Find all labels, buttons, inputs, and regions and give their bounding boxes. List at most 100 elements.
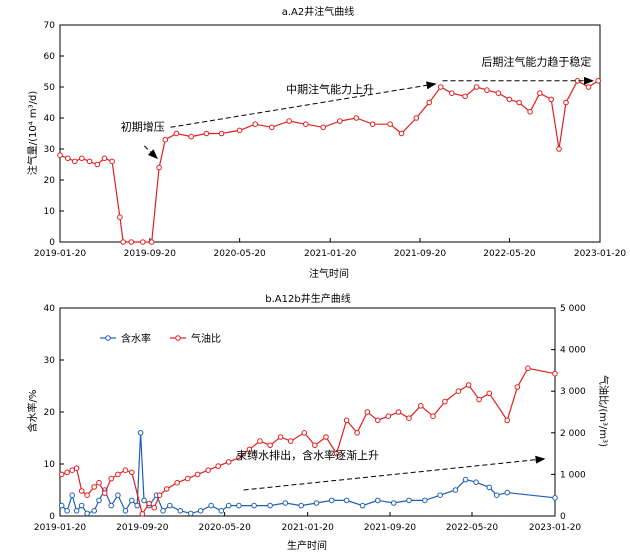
- chart-a-data-point: [595, 78, 602, 84]
- chart-a-data-point: [269, 124, 275, 131]
- chart-a-data-point: [473, 84, 480, 90]
- chart-a-x-tick-label: 2021-01-20: [304, 249, 357, 259]
- chart-a-data-point: [413, 115, 420, 121]
- chart-b-data-point: [486, 390, 493, 397]
- chart-a-data-point: [556, 146, 562, 152]
- chart-b-data-point: [343, 417, 350, 424]
- chart-a-data-point: [449, 90, 455, 96]
- chart-b-data-point: [73, 508, 80, 514]
- chart-a-y-tick-label: 30: [44, 145, 56, 155]
- chart-b-y-tick-label: 0: [49, 512, 55, 522]
- chart-a-data-point: [94, 161, 101, 168]
- chart-b-data-point: [134, 502, 140, 509]
- chart-b-data-point: [552, 495, 558, 501]
- chart-b-data-point: [486, 484, 493, 491]
- chart-a-data-point: [537, 90, 543, 96]
- chart-b-data-point: [69, 492, 75, 499]
- chart-b-y2-tick-label: 1 000: [560, 470, 586, 480]
- chart-a-data-point: [495, 90, 502, 96]
- chart-b-legend-label: 气油比: [191, 332, 221, 345]
- chart-a-data-point: [548, 96, 555, 103]
- chart-b-y2-tick-label: 4 000: [560, 346, 586, 356]
- chart-b-data-point: [406, 415, 412, 422]
- chart-a-data-point: [203, 130, 210, 137]
- chart-b-data-point: [504, 417, 511, 424]
- chart-b-data-point: [167, 502, 173, 509]
- chart-b-data-point: [390, 500, 397, 506]
- chart-b-data-point: [108, 502, 114, 509]
- chart-b-data-point: [406, 497, 412, 504]
- chart-b-data-point: [452, 487, 459, 493]
- chart-a-data-point: [156, 164, 162, 171]
- chart-b-data-point: [282, 500, 289, 506]
- chart-b-data-point: [96, 479, 102, 486]
- chart-b-data-point: [73, 465, 80, 472]
- chart-b-data-point: [91, 508, 97, 514]
- chart-a-title: a.A2井注气曲线: [282, 5, 355, 18]
- chart-a-data-point: [527, 109, 533, 115]
- chart-b-data-point: [188, 510, 194, 517]
- chart-a-data-point: [117, 214, 123, 220]
- chart-a-trend-arrow: [170, 81, 437, 128]
- chart-a-annotation: 初期增压: [121, 119, 165, 133]
- chart-b-data-point: [139, 511, 146, 517]
- chart-b-data-point: [552, 370, 558, 377]
- chart-b-legend-label: 含水率: [121, 332, 151, 345]
- chart-a-data-point: [140, 239, 146, 245]
- chart-b-data-point: [58, 502, 65, 509]
- chart-a-data-point: [484, 87, 490, 93]
- chart-b-data-point: [156, 492, 163, 499]
- chart-a-data-point: [563, 99, 569, 106]
- chart-a-data-point: [57, 152, 63, 158]
- chart-a-data-point: [337, 118, 343, 124]
- chart-a-y-tick-label: 40: [44, 114, 56, 124]
- chart-b-data-point: [137, 430, 144, 436]
- chart-b-data-point: [298, 502, 305, 509]
- chart-b-data-point: [395, 409, 402, 415]
- chart-a-data-point: [236, 127, 243, 134]
- chart-a-data-point: [86, 158, 93, 165]
- chart-b-y-tick-label: 10: [44, 460, 56, 470]
- chart-b-data-point: [514, 384, 521, 390]
- chart-b-y2-tick-label: 3 000: [560, 387, 586, 397]
- chart-b-y-axis-label: 含水率/%: [26, 390, 39, 433]
- chart-b-legend-marker: [105, 335, 111, 341]
- chart-b-data-point: [267, 502, 273, 509]
- chart-a-data-point: [120, 239, 126, 245]
- chart-a-x-axis-label: 注气时间: [309, 267, 349, 280]
- chart-a-data-point: [398, 130, 405, 137]
- chart-b-data-point: [78, 502, 85, 509]
- chart-b-data-point: [64, 469, 70, 476]
- chart-b-data-point: [163, 486, 170, 492]
- chart-b-data-point: [437, 492, 443, 499]
- chart-a-x-tick-label: 2020-05-20: [213, 249, 266, 259]
- chart-b-data-point: [129, 497, 135, 504]
- chart-a-data-point: [286, 118, 293, 124]
- chart-b-data-point: [78, 488, 85, 494]
- chart-b-data-point: [493, 492, 500, 499]
- chart-b-data-point: [58, 471, 65, 478]
- chart-b-data-point: [208, 502, 214, 509]
- chart-a-trend-arrow: [143, 145, 158, 159]
- chart-b-data-point: [218, 508, 225, 514]
- chart-a-data-point: [101, 155, 108, 162]
- chart-b-data-point: [267, 442, 273, 449]
- chart-b-data-point: [301, 430, 308, 436]
- chart-b-x-tick-label: 2022-05-20: [446, 523, 499, 533]
- chart-b-x-tick-label: 2021-01-20: [282, 523, 335, 533]
- chart-b-data-point: [422, 497, 428, 504]
- chart-b-data-point: [108, 475, 114, 482]
- chart-a-y-tick-label: 10: [44, 207, 56, 217]
- chart-a-data-point: [516, 99, 522, 106]
- chart-a-data-point: [462, 93, 468, 100]
- chart-b-data-point: [287, 438, 294, 444]
- chart-b-x-tick-label: 2020-05-20: [199, 523, 252, 533]
- chart-b-data-point: [313, 500, 320, 506]
- chart-a-x-tick-label: 2019-09-20: [124, 249, 177, 259]
- chart-b-legend-marker: [175, 335, 181, 341]
- chart-a-data-point: [252, 121, 258, 127]
- chart-b-data-point: [476, 396, 482, 403]
- chart-b-y-tick-label: 30: [44, 356, 56, 366]
- chart-b-data-point: [323, 434, 329, 440]
